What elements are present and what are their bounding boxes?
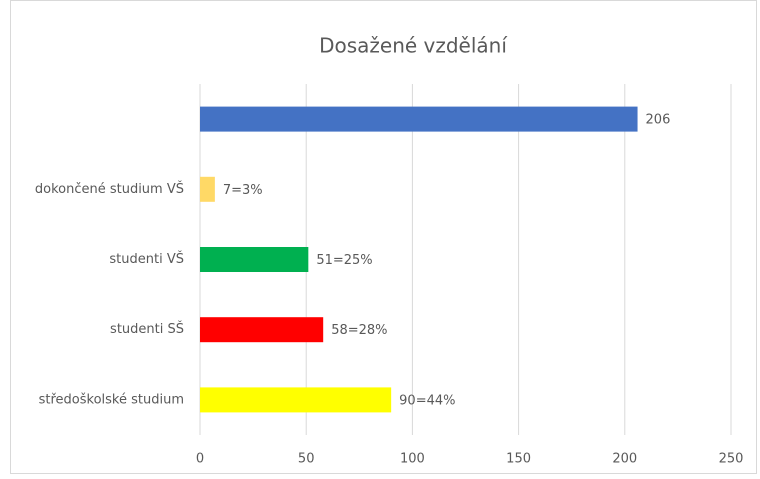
data-label: 51=25% — [316, 253, 372, 268]
data-label: 7=3% — [223, 183, 263, 198]
bar — [200, 387, 392, 413]
x-tick-label: 50 — [298, 452, 315, 467]
x-tick-label: 200 — [612, 452, 637, 467]
chart-title: Dosažené vzdělání — [319, 34, 508, 58]
x-tick-label: 250 — [719, 452, 744, 467]
y-tick-label: studenti VŠ — [109, 251, 184, 267]
data-label: 58=28% — [331, 323, 387, 338]
x-tick-label: 0 — [196, 452, 204, 467]
x-tick-label: 150 — [506, 452, 531, 467]
bar — [200, 176, 215, 202]
bar — [200, 247, 309, 272]
data-label: 206 — [646, 113, 671, 128]
x-tick-label: 100 — [400, 452, 425, 467]
y-tick-label: studenti SŠ — [110, 321, 184, 337]
bar — [200, 317, 324, 343]
y-tick-label: dokončené studium VŠ — [35, 181, 184, 197]
data-label: 90=44% — [399, 393, 455, 408]
bar — [200, 106, 638, 132]
y-tick-label: středoškolské studium — [39, 392, 184, 407]
